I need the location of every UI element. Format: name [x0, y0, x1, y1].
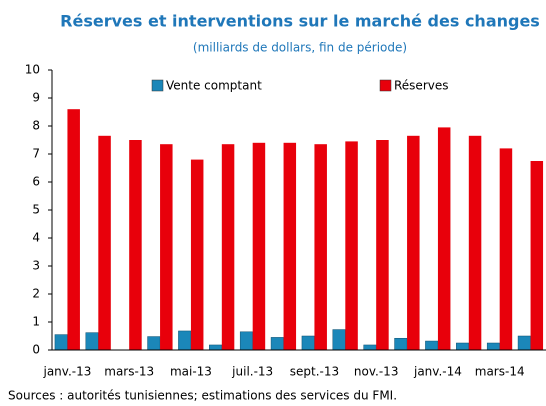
- bar: [67, 109, 80, 350]
- x-tick-label: sept.-13: [290, 365, 339, 379]
- bar: [54, 334, 68, 351]
- bar: [252, 142, 266, 350]
- bar: [129, 140, 142, 350]
- bar: [160, 144, 173, 350]
- y-tick-label: 0: [32, 343, 40, 357]
- x-tick-label: mai-13: [170, 365, 212, 379]
- bar: [332, 329, 346, 351]
- y-tick-label: 2: [32, 287, 40, 301]
- bar: [407, 135, 420, 350]
- bar: [221, 144, 235, 350]
- bar: [363, 344, 377, 351]
- bar: [270, 337, 284, 351]
- bar: [178, 330, 192, 351]
- legend-label: Vente comptant: [166, 79, 262, 93]
- y-tick-label: 4: [32, 231, 40, 245]
- y-tick-label: 3: [32, 259, 40, 273]
- y-tick-label: 6: [32, 175, 40, 189]
- bar: [376, 140, 389, 350]
- chart-title: Réserves et interventions sur le marché …: [60, 12, 540, 31]
- bar: [530, 161, 544, 350]
- bar: [190, 159, 204, 350]
- y-tick-label: 8: [32, 119, 40, 133]
- bar: [456, 342, 470, 351]
- x-tick-label: janv.-14: [413, 365, 462, 379]
- y-tick-label: 7: [32, 147, 40, 161]
- bar: [517, 335, 531, 351]
- y-tick-label: 10: [25, 63, 40, 77]
- bar: [499, 148, 513, 350]
- bar: [85, 332, 99, 351]
- bar: [425, 340, 439, 351]
- source-note: Sources : autorités tunisiennes; estimat…: [8, 389, 397, 403]
- x-tick-label: mars-14: [475, 365, 525, 379]
- x-tick-label: mars-13: [104, 365, 154, 379]
- y-tick-label: 9: [32, 91, 40, 105]
- y-tick-label: 5: [32, 203, 40, 217]
- bar: [283, 142, 297, 350]
- bar: [209, 344, 223, 351]
- legend-swatch: [379, 79, 392, 92]
- bar: [394, 337, 408, 351]
- bar: [468, 135, 482, 350]
- legend-label: Réserves: [394, 79, 449, 93]
- y-tick-label: 1: [32, 315, 40, 329]
- bar: [98, 135, 111, 350]
- bar: [314, 144, 327, 350]
- bar: [301, 335, 315, 351]
- x-tick-label: janv.-13: [42, 365, 91, 379]
- bar: [345, 141, 358, 350]
- chart-subtitle: (milliards de dollars, fin de période): [193, 41, 407, 55]
- bar: [147, 336, 161, 351]
- legend-swatch: [151, 79, 164, 92]
- x-tick-label: nov.-13: [354, 365, 399, 379]
- x-tick-label: juil.-13: [231, 365, 273, 379]
- bar: [437, 127, 451, 351]
- bar: [486, 342, 500, 351]
- bar: [239, 331, 253, 351]
